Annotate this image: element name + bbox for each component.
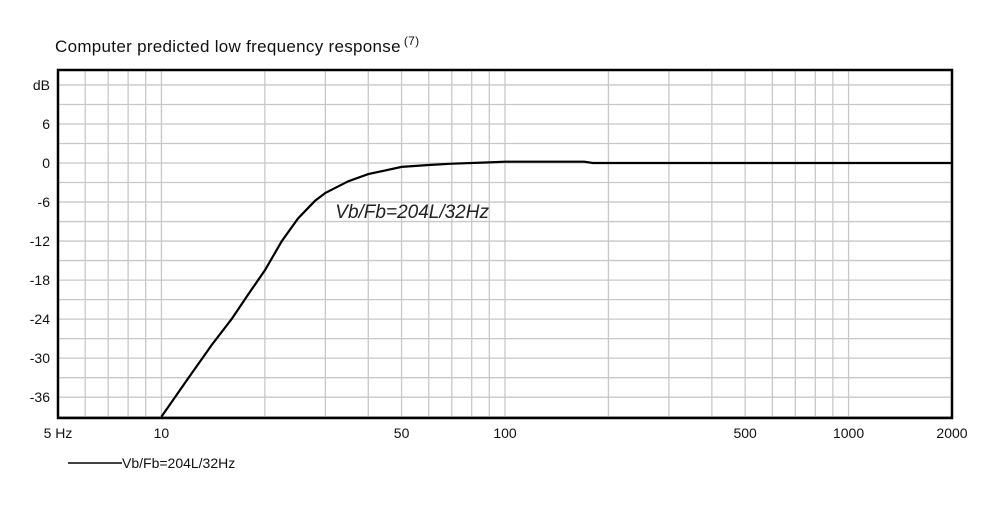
x-tick-label: 50 bbox=[394, 425, 410, 441]
x-tick-label: 1000 bbox=[833, 425, 864, 441]
curve-annotation: Vb/Fb=204L/32Hz bbox=[335, 202, 489, 223]
legend: Vb/Fb=204L/32Hz bbox=[68, 455, 235, 471]
y-unit-label: dB bbox=[33, 77, 50, 93]
series-line bbox=[160, 160, 952, 418]
y-tick-label: 0 bbox=[42, 155, 50, 171]
x-tick-label: 2000 bbox=[936, 425, 967, 441]
x-tick-label: 100 bbox=[493, 425, 517, 441]
y-tick-label: 6 bbox=[42, 116, 50, 132]
y-tick-label: -24 bbox=[30, 311, 50, 327]
grid bbox=[57, 70, 953, 418]
x-tick-label: 500 bbox=[733, 425, 757, 441]
y-tick-label: -36 bbox=[30, 389, 50, 405]
x-axis: 5 Hz 10 50 100 500 1000 2000 bbox=[44, 425, 968, 441]
y-tick-label: -6 bbox=[38, 194, 51, 210]
chart-title: Computer predicted low frequency respons… bbox=[55, 34, 419, 56]
title-superscript: (7) bbox=[404, 34, 420, 48]
y-axis: dB 6 0 -6 -12 -18 -24 -30 -36 bbox=[30, 77, 50, 405]
legend-label: Vb/Fb=204L/32Hz bbox=[122, 455, 235, 471]
x-tick-label: 5 Hz bbox=[44, 425, 73, 441]
y-tick-label: -18 bbox=[30, 272, 50, 288]
y-tick-label: -30 bbox=[30, 350, 50, 366]
y-tick-label: -12 bbox=[30, 233, 50, 249]
plot-frame bbox=[56, 68, 954, 420]
x-tick-label: 10 bbox=[154, 425, 170, 441]
